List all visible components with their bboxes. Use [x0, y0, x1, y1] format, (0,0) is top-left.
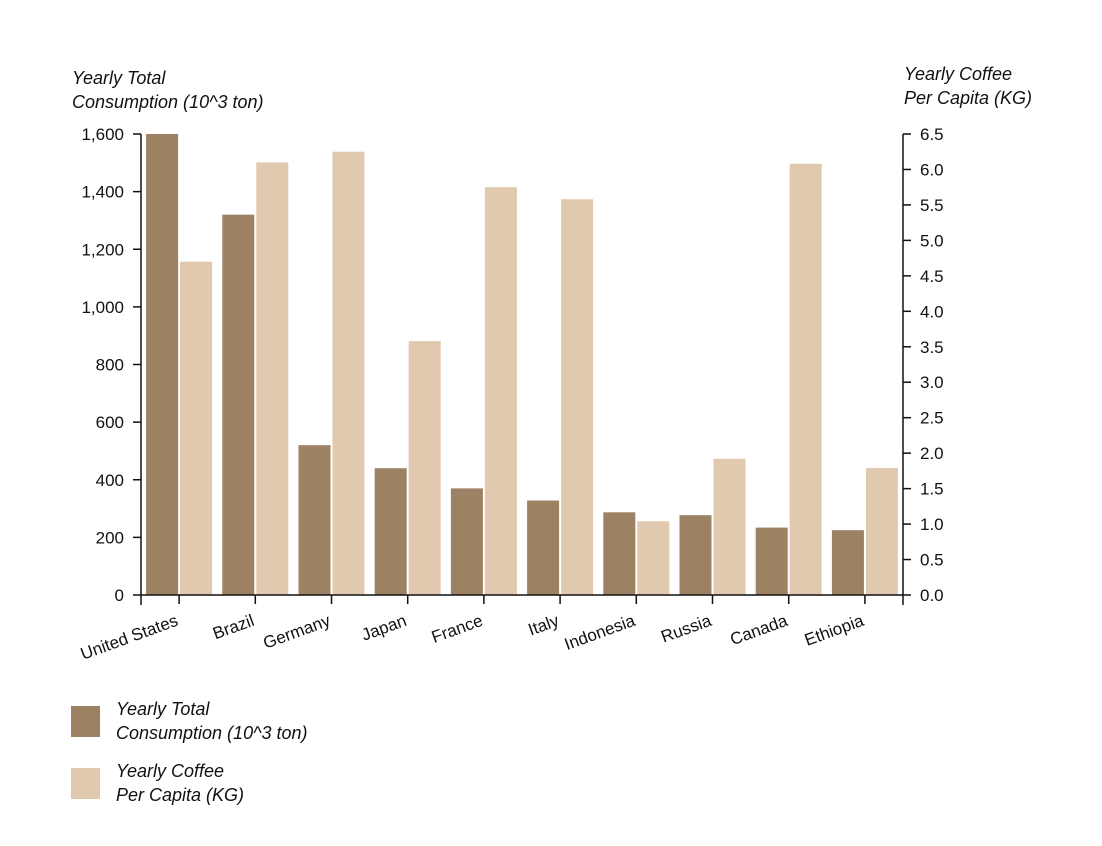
left-y-tick-label: 1,600 [81, 125, 124, 144]
bar-per-capita-brazil [256, 162, 289, 595]
bar-per-capita-indonesia [637, 521, 670, 595]
x-tick-label-japan: Japan [359, 611, 409, 645]
right-y-tick-label: 5.0 [920, 231, 944, 250]
legend-item-total-consumption: Yearly Total Consumption (10^3 ton) [71, 697, 391, 747]
x-tick-label-indonesia: Indonesia [562, 611, 638, 654]
legend-label-per-capita: Yearly Coffee Per Capita (KG) [116, 761, 245, 805]
x-tick-label-italy: Italy [526, 611, 562, 640]
bar-total-consumption-united-states [146, 134, 179, 595]
right-y-tick-label: 2.0 [920, 444, 944, 463]
bar-total-consumption-russia [679, 515, 712, 595]
right-y-tick-label: 6.0 [920, 160, 944, 179]
bar-per-capita-italy [561, 199, 594, 595]
bar-total-consumption-brazil [222, 214, 255, 596]
right-y-tick-label: 1.0 [920, 515, 944, 534]
right-y-tick-label: 4.5 [920, 267, 944, 286]
x-tick-label-ethiopia: Ethiopia [802, 611, 867, 650]
legend-swatch-per-capita [71, 768, 100, 799]
left-y-tick-label: 600 [96, 413, 124, 432]
left-axis-title: Yearly Total Consumption (10^3 ton) [72, 68, 264, 112]
left-y-tick-label: 800 [96, 356, 124, 375]
left-y-tick-label: 400 [96, 471, 124, 490]
bar-total-consumption-indonesia [603, 512, 636, 595]
x-tick-label-germany: Germany [261, 611, 334, 653]
right-y-tick-label: 0.5 [920, 551, 944, 570]
bar-total-consumption-italy [527, 500, 560, 595]
bar-per-capita-france [484, 187, 517, 595]
right-y-tick-label: 3.5 [920, 338, 944, 357]
left-y-tick-label: 1,200 [81, 240, 124, 259]
right-y-tick-label: 5.5 [920, 196, 944, 215]
x-tick-label-russia: Russia [659, 611, 715, 647]
bar-per-capita-germany [332, 151, 365, 595]
x-tick-label-canada: Canada [728, 611, 791, 649]
left-y-tick-label: 0 [115, 586, 124, 605]
left-y-tick-label: 200 [96, 528, 124, 547]
right-y-tick-label: 4.0 [920, 302, 944, 321]
bar-total-consumption-canada [755, 527, 788, 595]
x-tick-label-united-states: United States [78, 611, 180, 664]
bar-per-capita-canada [789, 163, 822, 595]
right-y-tick-label: 1.5 [920, 480, 944, 499]
bar-total-consumption-japan [374, 468, 407, 595]
right-y-tick-label: 2.5 [920, 409, 944, 428]
legend-item-per-capita: Yearly Coffee Per Capita (KG) [71, 759, 391, 809]
bar-per-capita-japan [408, 341, 441, 595]
bar-total-consumption-france [450, 488, 483, 595]
right-y-tick-label: 3.0 [920, 373, 944, 392]
bar-per-capita-ethiopia [865, 468, 898, 595]
bar-total-consumption-germany [298, 445, 331, 595]
legend-label-total-consumption: Yearly Total Consumption (10^3 ton) [116, 699, 308, 743]
right-axis-title: Yearly Coffee Per Capita (KG) [904, 64, 1033, 108]
legend-swatch-total-consumption [71, 706, 100, 737]
right-y-tick-label: 6.5 [920, 125, 944, 144]
x-tick-label-france: France [429, 611, 485, 647]
left-y-tick-label: 1,400 [81, 183, 124, 202]
left-y-tick-label: 1,000 [81, 298, 124, 317]
bar-total-consumption-ethiopia [831, 530, 864, 595]
bar-per-capita-united-states [180, 261, 213, 595]
right-y-tick-label: 0.0 [920, 586, 944, 605]
bar-per-capita-russia [713, 458, 746, 595]
x-tick-label-brazil: Brazil [210, 611, 256, 643]
